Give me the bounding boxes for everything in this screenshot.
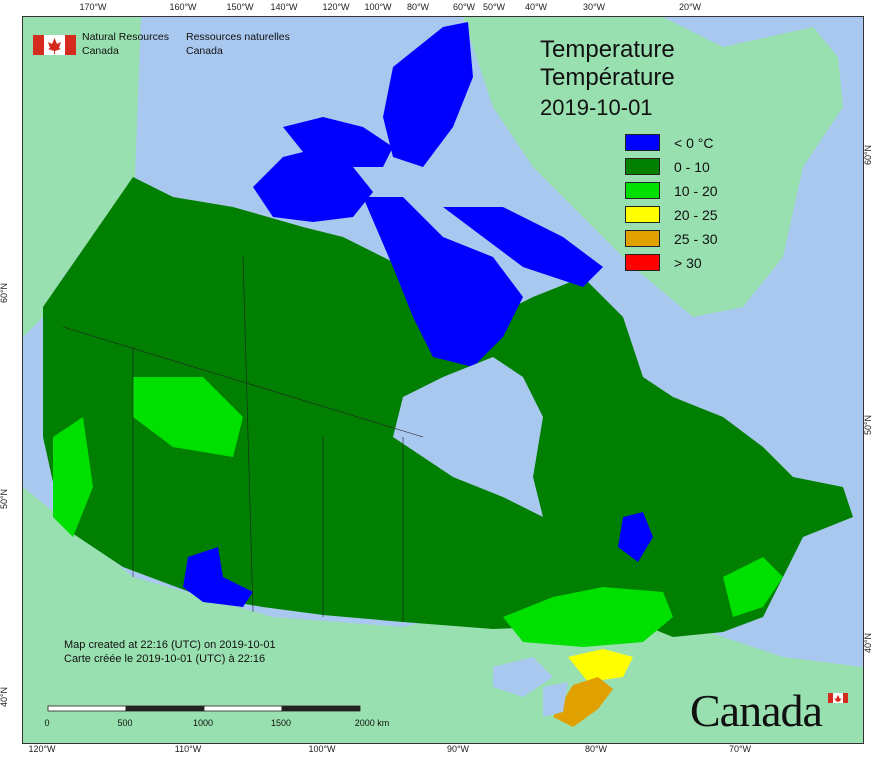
legend-swatch <box>625 182 660 199</box>
arctic-island-baffin-north <box>443 207 603 287</box>
tick-top-50w: 50°W <box>482 2 506 12</box>
lake-superior <box>493 657 553 697</box>
usa-land <box>23 487 863 743</box>
tick-right-60n: 60°N <box>863 144 874 166</box>
arctic-island-ellesmere <box>383 22 473 167</box>
scale-label-2000: 2000 km <box>354 718 390 728</box>
legend-label: > 30 <box>674 254 702 271</box>
tick-top-40w: 40°W <box>524 2 548 12</box>
legend-label: < 0 °C <box>674 134 714 151</box>
tick-left-50n: 50°N <box>0 488 10 510</box>
map-date: 2019-10-01 <box>540 95 653 120</box>
legend-label: 10 - 20 <box>674 182 718 199</box>
rockies-cold-patch <box>183 547 253 607</box>
southern-ontario-hot-zone <box>568 649 633 682</box>
lake-huron <box>543 682 568 717</box>
tick-top-60w: 60°W <box>452 2 476 12</box>
scale-label-0: 0 <box>44 718 50 728</box>
nrcan-flag-icon <box>33 35 76 55</box>
legend-label: 20 - 25 <box>674 206 718 223</box>
tick-left-40n: 40°N <box>0 686 10 708</box>
tick-bottom-100w: 100°W <box>308 744 336 754</box>
legend-item: < 0 °C <box>625 134 713 151</box>
tick-left-60n: 60°N <box>0 282 10 304</box>
credits-fr: Carte créée le 2019-10-01 (UTC) à 22:16 <box>64 653 266 665</box>
arctic-island-victoria <box>283 117 393 167</box>
legend-swatch <box>625 230 660 247</box>
agency-name-fr-line2: Canada <box>186 45 223 57</box>
tick-top-20w: 20°W <box>678 2 702 12</box>
arctic-island-baffin <box>363 197 523 367</box>
temperature-map <box>22 16 864 744</box>
legend-swatch <box>625 254 660 271</box>
map-title-fr: Température <box>540 64 675 91</box>
tick-bottom-80w: 80°W <box>584 744 608 754</box>
tick-top-140w: 140°W <box>270 2 298 12</box>
windsor-very-hot-zone <box>553 677 613 727</box>
legend-swatch <box>625 206 660 223</box>
tick-top-150w: 150°W <box>226 2 254 12</box>
tick-bottom-90w: 90°W <box>446 744 470 754</box>
tick-top-80w: 80°W <box>406 2 430 12</box>
credits-en: Map created at 22:16 (UTC) on 2019-10-01 <box>64 639 276 651</box>
border-ab-sk <box>242 256 254 613</box>
ontario-warm-zone <box>503 587 673 647</box>
quebec-cold-patch <box>618 512 653 562</box>
tick-bottom-110w: 110°W <box>174 744 202 754</box>
tick-right-50n: 50°N <box>863 414 874 436</box>
legend-swatch <box>625 158 660 175</box>
tick-top-30w: 30°W <box>582 2 606 12</box>
legend-item: 10 - 20 <box>625 182 718 199</box>
scale-bar <box>47 705 361 712</box>
legend-item: 0 - 10 <box>625 158 710 175</box>
map-canvas <box>23 17 863 743</box>
agency-name-en: Natural Resources Canada <box>82 30 169 58</box>
legend-swatch <box>625 134 660 151</box>
alberta-warm-zone <box>133 377 243 457</box>
bc-coast-warm-zone <box>53 417 93 537</box>
border-60n <box>62 326 424 438</box>
map-credits: Map created at 22:16 (UTC) on 2019-10-01… <box>64 638 276 666</box>
legend-item: 20 - 25 <box>625 206 718 223</box>
scale-label-1500: 1500 <box>270 718 292 728</box>
tick-right-40n: 40°N <box>863 632 874 654</box>
tick-top-170w: 170°W <box>79 2 107 12</box>
legend-label: 25 - 30 <box>674 230 718 247</box>
canada-wordmark: Canada <box>690 685 823 736</box>
scale-label-500: 500 <box>117 718 133 728</box>
legend-item: > 30 <box>625 254 702 271</box>
agency-name-en-line1: Natural Resources <box>82 31 169 43</box>
legend-item: 25 - 30 <box>625 230 718 247</box>
hudson-bay <box>393 357 543 517</box>
tick-bottom-120w: 120°W <box>28 744 56 754</box>
tick-top-100w: 100°W <box>364 2 392 12</box>
legend-label: 0 - 10 <box>674 158 710 175</box>
agency-name-fr: Ressources naturelles Canada <box>186 30 290 58</box>
tick-top-160w: 160°W <box>169 2 197 12</box>
scale-label-1000: 1000 <box>192 718 214 728</box>
alaska-land <box>23 17 141 337</box>
agency-name-fr-line1: Ressources naturelles <box>186 31 290 43</box>
map-title-en: Temperature <box>540 36 675 63</box>
tick-bottom-70w: 70°W <box>728 744 752 754</box>
agency-name-en-line2: Canada <box>82 45 119 57</box>
maritimes-warm-zone <box>723 557 783 617</box>
canada-wordmark-flag-icon <box>828 693 848 703</box>
tick-top-120w: 120°W <box>322 2 350 12</box>
